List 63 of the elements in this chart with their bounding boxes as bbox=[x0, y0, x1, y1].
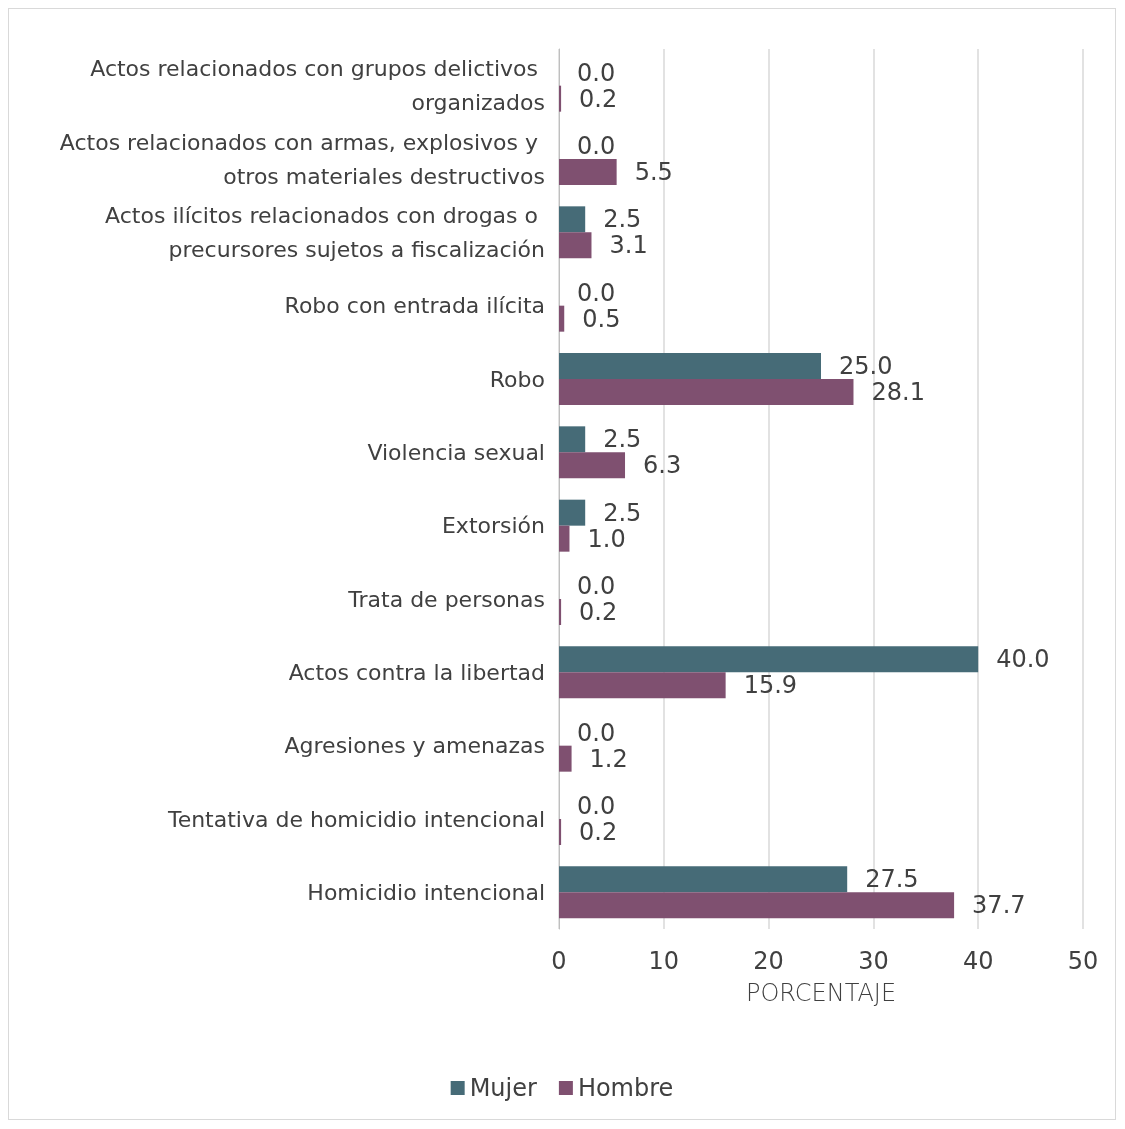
y-tick-label: Actos contra la libertad bbox=[288, 659, 545, 685]
bar bbox=[559, 159, 617, 185]
data-label: 0.5 bbox=[582, 304, 621, 333]
data-label: 0.0 bbox=[577, 718, 616, 747]
data-label: 0.0 bbox=[577, 132, 616, 160]
data-label: 1.0 bbox=[587, 524, 626, 553]
legend-label: Hombre bbox=[577, 1074, 674, 1102]
data-label: 0.0 bbox=[577, 572, 616, 600]
y-tick-label: Robo bbox=[489, 366, 545, 392]
data-label: 0.0 bbox=[577, 58, 616, 87]
y-tick-label: Agresiones y amenazas bbox=[284, 733, 545, 759]
x-tick-label: 20 bbox=[753, 947, 784, 975]
bar bbox=[559, 426, 586, 453]
bar bbox=[559, 85, 562, 112]
y-tick-label: Actos relacionados con armas, explosivos y otros materiales destructivos bbox=[59, 129, 545, 189]
bar bbox=[559, 866, 848, 893]
data-label: 6.3 bbox=[643, 451, 682, 480]
data-label: 27.5 bbox=[865, 865, 919, 894]
bar bbox=[559, 599, 562, 625]
y-tick-label: Trata de personas bbox=[347, 586, 545, 612]
data-label: 0.0 bbox=[577, 278, 616, 307]
data-label: 37.7 bbox=[972, 891, 1026, 920]
legend-label: Mujer bbox=[469, 1074, 538, 1102]
bar bbox=[559, 646, 979, 673]
data-label: 25.0 bbox=[839, 352, 893, 380]
bar bbox=[559, 525, 570, 552]
bar bbox=[559, 206, 586, 233]
y-tick-label: Actos ilícitos relacionados con drogas o precursores sujetos a fiscalización bbox=[105, 202, 545, 262]
data-label: 2.5 bbox=[603, 205, 642, 234]
data-label: 0.0 bbox=[577, 792, 616, 820]
data-label: 40.0 bbox=[996, 645, 1050, 674]
data-label: 1.2 bbox=[589, 744, 628, 773]
y-tick-label: Actos relacionados con grupos delictivos organizados bbox=[90, 56, 545, 116]
data-label: 5.5 bbox=[634, 158, 673, 186]
bar bbox=[559, 672, 726, 699]
x-tick-label: 30 bbox=[858, 947, 889, 975]
x-axis-title: PORCENTAJE bbox=[745, 979, 897, 1007]
y-tick-label: Violencia sexual bbox=[367, 439, 545, 465]
bar bbox=[559, 379, 854, 405]
y-tick-label: Extorsión bbox=[441, 513, 545, 539]
x-tick-label: 10 bbox=[648, 947, 680, 975]
bar bbox=[559, 353, 821, 379]
data-label: 15.9 bbox=[743, 671, 798, 700]
bar bbox=[559, 452, 626, 479]
data-label: 0.2 bbox=[579, 84, 618, 113]
data-label: 0.2 bbox=[579, 818, 618, 846]
bar bbox=[559, 892, 955, 919]
x-tick-label: 50 bbox=[1067, 947, 1099, 975]
y-tick-label: Tentativa de homicidio intencional bbox=[166, 806, 545, 832]
data-label: 2.5 bbox=[603, 498, 642, 527]
bar bbox=[559, 305, 565, 332]
data-label: 2.5 bbox=[603, 425, 642, 454]
y-tick-label: Robo con entrada ilícita bbox=[284, 293, 545, 319]
data-label: 3.1 bbox=[609, 231, 648, 260]
bar bbox=[559, 745, 572, 772]
data-label: 0.2 bbox=[579, 598, 618, 626]
x-tick-label: 40 bbox=[962, 947, 994, 975]
data-label: 28.1 bbox=[871, 378, 925, 406]
bar bbox=[559, 232, 592, 259]
y-tick-label: Homicidio intencional bbox=[307, 879, 545, 905]
bar bbox=[559, 499, 586, 526]
x-tick-label: 0 bbox=[551, 947, 567, 975]
bar bbox=[559, 819, 562, 845]
